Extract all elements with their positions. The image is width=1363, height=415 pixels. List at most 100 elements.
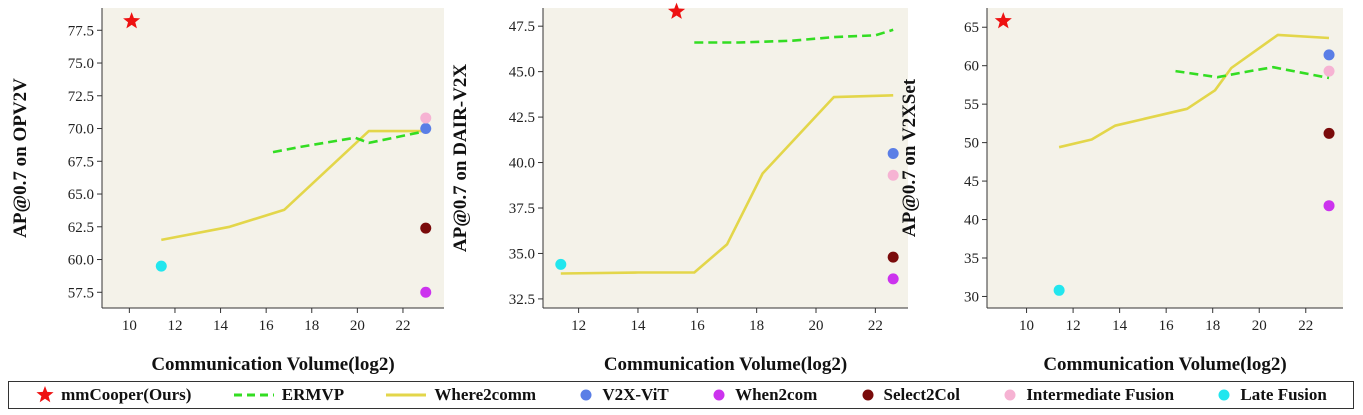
series-line-where2comm: [161, 129, 426, 242]
point-late: [555, 258, 567, 270]
x-axis-title: Communication Volume(log2): [1043, 354, 1286, 375]
x-tick-label: 16: [259, 318, 275, 334]
point-mmcooper: [123, 12, 141, 29]
legend-item-late: Late Fusion: [1214, 385, 1327, 405]
point-select2col: [1323, 127, 1335, 139]
x-tick-label: 10: [122, 318, 137, 334]
legend-item-where2comm: Where2comm: [384, 385, 536, 405]
legend-marker-late: [1218, 389, 1230, 401]
x-tick-label: 22: [1298, 318, 1313, 334]
legend-marker-select2col: [862, 389, 874, 401]
x-axis-title: Communication Volume(log2): [604, 354, 847, 375]
point-select2col: [420, 222, 432, 234]
series-line-ermvp: [272, 129, 427, 154]
legend-marker-mmcooper: [36, 386, 54, 403]
point-mmcooper: [667, 2, 686, 19]
y-tick-label: 65: [964, 20, 979, 36]
chart-panel-3: 10 12 14 16 18 20 22 30 35 40 45 50 55 60 65 Communicat…: [899, 8, 1343, 375]
point-v2xvit: [887, 147, 899, 159]
legend-marker-when2com: [713, 389, 725, 401]
legend-label: When2com: [735, 385, 818, 404]
point-v2xvit: [1323, 49, 1335, 61]
legend-item-mmcooper: mmCooper(Ours): [35, 385, 191, 405]
x-tick-label: 20: [350, 318, 365, 334]
x-tick-label: 18: [1205, 318, 1220, 334]
point-select2col: [887, 251, 899, 263]
point-when2com: [887, 273, 899, 285]
point-when2com: [420, 286, 432, 298]
legend-item-v2xvit: V2X-ViT: [576, 385, 669, 405]
series-line-ermvp: [1175, 65, 1330, 80]
plot-background: [987, 8, 1343, 308]
legend-marker-v2xvit: [580, 389, 592, 401]
y-tick-label: 75.0: [68, 56, 94, 72]
x-tick-label: 14: [630, 318, 646, 334]
y-axis-title: AP@0.7 on V2XSet: [899, 78, 920, 237]
y-tick-label: 40.0: [509, 156, 535, 172]
y-tick-label: 77.5: [68, 23, 94, 39]
y-tick-label: 55: [964, 97, 979, 113]
chart-panel-1: 10 12 14 16 18 20 22 57.5 60.0 62.5 65.0 67.5 70.0 72…: [10, 8, 444, 375]
x-tick-label: 14: [213, 318, 229, 334]
point-mmcooper: [994, 12, 1012, 29]
charts-area: 10 12 14 16 18 20 22 57.5 60.0 62.5 65.0 67.5 70.0 72…: [10, 2, 1343, 375]
y-tick-label: 72.5: [68, 89, 94, 105]
y-tick-label: 50: [964, 136, 979, 152]
plot-background: [102, 8, 444, 308]
y-tick-label: 35.0: [509, 246, 535, 262]
series-line-where2comm: [560, 94, 894, 275]
x-axis-title: Communication Volume(log2): [151, 354, 394, 375]
y-tick-label: 35: [964, 251, 979, 267]
point-intermediate: [887, 169, 899, 181]
point-late: [1053, 284, 1065, 296]
point-late: [155, 260, 167, 272]
legend-label: Late Fusion: [1240, 385, 1327, 404]
chart-panel-2: 12 14 16 18 20 22 32.5 35.0 37.5 40.0 42.5 45.0 47.5…: [450, 2, 908, 375]
y-axis-title: AP@0.7 on DAIR-V2X: [450, 64, 471, 252]
x-tick-label: 16: [690, 318, 706, 334]
x-tick-label: 20: [809, 318, 824, 334]
legend-marker-where2comm: [386, 393, 427, 397]
y-tick-label: 45.0: [509, 65, 535, 81]
legend-label: mmCooper(Ours): [61, 385, 192, 404]
x-tick-label: 10: [1019, 318, 1034, 334]
legend: mmCooper(Ours) ERMVP Where2comm V2X-ViT When…: [8, 381, 1354, 409]
legend-label: ERMVP: [281, 385, 345, 404]
y-tick-label: 42.5: [509, 110, 535, 126]
y-tick-label: 67.5: [68, 154, 94, 170]
y-tick-label: 57.5: [68, 285, 94, 301]
y-tick-label: 70.0: [68, 122, 94, 138]
legend-item-select2col: Select2Col: [858, 385, 960, 405]
plot-background: [543, 8, 908, 308]
y-tick-label: 40: [964, 213, 979, 229]
y-tick-label: 60: [964, 59, 979, 75]
x-tick-label: 18: [304, 318, 319, 334]
legend-label: Select2Col: [883, 385, 961, 404]
x-tick-label: 20: [1252, 318, 1267, 334]
point-intermediate: [1323, 65, 1335, 77]
y-axis-title: AP@0.7 on OPV2V: [10, 78, 31, 238]
x-tick-label: 16: [1159, 318, 1175, 334]
x-tick-label: 22: [395, 318, 410, 334]
y-tick-label: 45: [964, 174, 979, 190]
x-tick-label: 12: [571, 318, 586, 334]
point-v2xvit: [420, 123, 432, 135]
legend-marker-intermediate: [1004, 389, 1016, 401]
legend-item-ermvp: ERMVP: [232, 385, 344, 405]
series-line-ermvp: [694, 28, 894, 44]
y-tick-label: 62.5: [68, 220, 94, 236]
y-tick-label: 47.5: [509, 19, 535, 35]
point-intermediate: [420, 112, 432, 124]
legend-label: Intermediate Fusion: [1026, 385, 1175, 404]
y-tick-label: 37.5: [509, 201, 535, 217]
x-tick-label: 22: [868, 318, 883, 334]
point-when2com: [1323, 200, 1335, 212]
x-tick-label: 12: [167, 318, 182, 334]
x-tick-label: 14: [1112, 318, 1128, 334]
series-line-where2comm: [1058, 33, 1330, 149]
y-tick-label: 60.0: [68, 253, 94, 269]
legend-marker-ermvp: [233, 393, 274, 397]
x-tick-label: 18: [749, 318, 764, 334]
legend-item-when2com: When2com: [709, 385, 817, 405]
legend-item-intermediate: Intermediate Fusion: [1000, 385, 1174, 405]
